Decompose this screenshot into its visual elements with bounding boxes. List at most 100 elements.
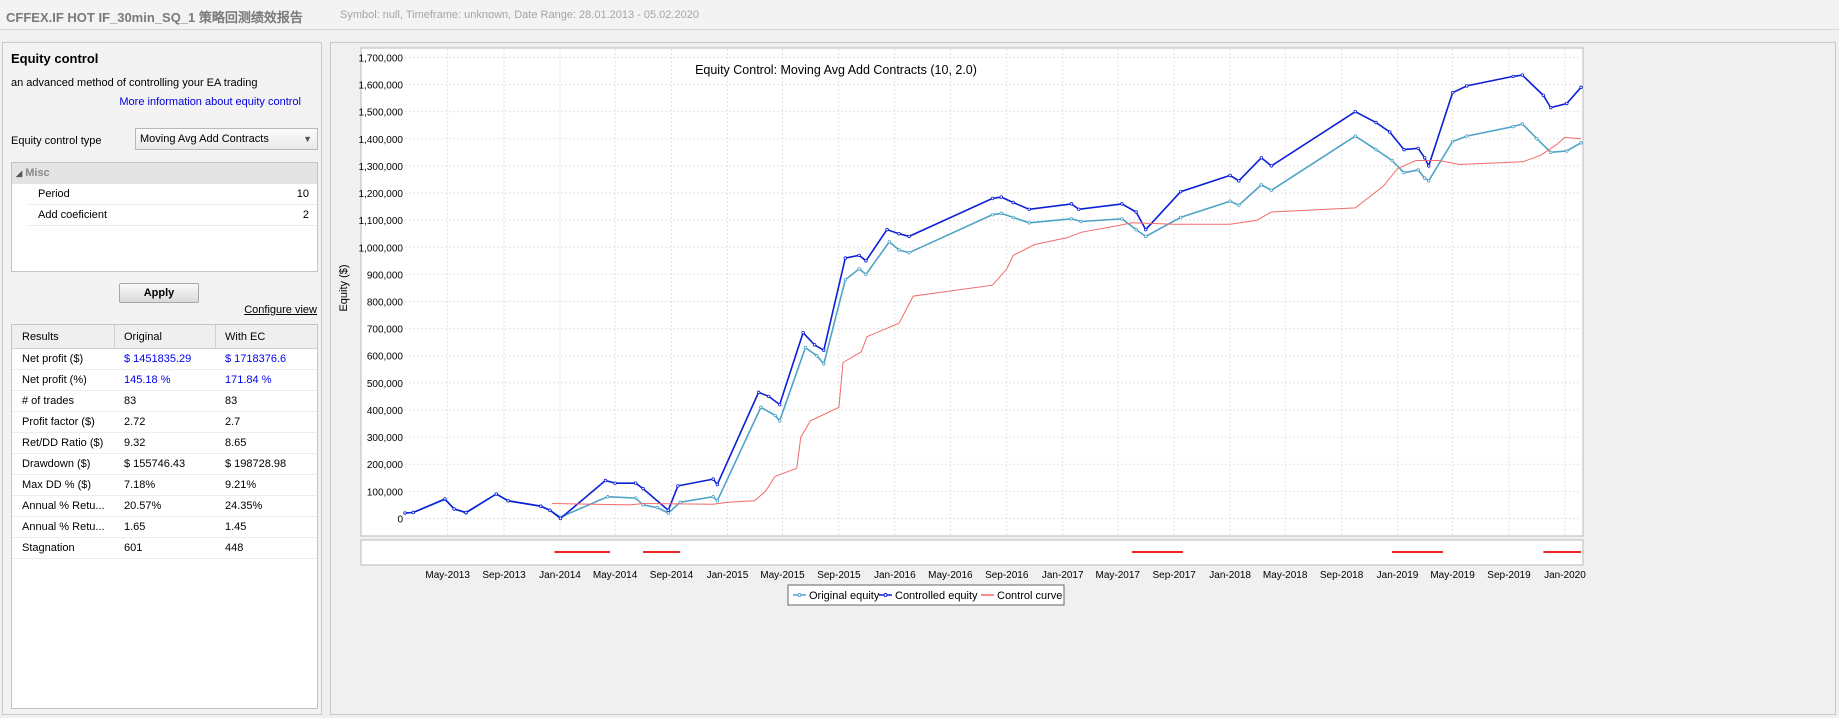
series-point — [634, 496, 638, 500]
misc-property-grid: ◢ Misc Period 10 Add coeficient 2 — [11, 162, 318, 272]
series-point — [1011, 215, 1015, 220]
result-with-ec-value: 8.65 — [225, 437, 247, 449]
series-point — [1144, 227, 1148, 232]
result-metric-label: Drawdown ($) — [22, 458, 91, 470]
result-with-ec-value: 24.35% — [225, 500, 263, 512]
legend-label: Controlled equity — [895, 590, 978, 602]
series-point — [803, 345, 808, 350]
legend-label: Control curve — [997, 590, 1062, 602]
y-tick-label: 300,000 — [367, 433, 404, 444]
legend-box — [787, 584, 1065, 606]
series-point — [1427, 164, 1431, 168]
period-label: Period — [38, 188, 70, 200]
x-tick-label: Jan-2016 — [874, 570, 916, 581]
series-point — [1565, 101, 1569, 106]
legend-marker — [883, 593, 888, 597]
window-title: CFFEX.IF HOT IF_30min_SQ_1 策略回测绩效报告 — [6, 10, 303, 25]
plot-area — [360, 47, 1584, 537]
result-with-ec-value: 83 — [225, 395, 238, 407]
column-divider[interactable] — [215, 325, 216, 349]
series-point — [1549, 105, 1553, 110]
series-point — [1535, 137, 1539, 141]
add-coefficient-row[interactable]: Add coeficient 2 — [28, 205, 317, 226]
series-point — [1237, 179, 1241, 183]
series-point — [1465, 84, 1469, 88]
column-divider[interactable] — [114, 325, 115, 349]
x-tick-label: Jan-2019 — [1377, 570, 1419, 581]
series-point — [655, 505, 659, 510]
period-value[interactable]: 10 — [296, 188, 309, 200]
y-tick-label: 100,000 — [367, 487, 404, 498]
x-tick-label: May-2018 — [1263, 570, 1308, 581]
series-point — [1069, 202, 1074, 206]
series-point — [773, 413, 777, 418]
result-original-value: 601 — [124, 542, 143, 554]
equity-control-panel: Equity control an advanced method of con… — [2, 42, 322, 715]
x-tick-label: Sep-2015 — [817, 570, 861, 581]
series-point — [990, 213, 995, 217]
series-point — [1450, 139, 1455, 144]
series-point — [1027, 207, 1031, 211]
result-with-ec-value: 9.21% — [225, 479, 257, 491]
apply-button[interactable]: Apply — [119, 283, 199, 303]
add-coefficient-value[interactable]: 2 — [302, 209, 309, 221]
y-tick-label: 1,300,000 — [359, 162, 404, 173]
results-header-with-ec[interactable]: With EC — [225, 331, 266, 343]
y-tick-label: 1,000,000 — [359, 243, 404, 254]
series-point — [815, 354, 819, 358]
more-info-link[interactable]: More information about equity control — [119, 96, 301, 108]
results-header-row: Results Original With EC — [12, 325, 317, 349]
series-point — [1269, 164, 1274, 168]
results-row: Annual % Retu... 1.65 1.45 — [12, 517, 317, 538]
series-point — [548, 508, 552, 513]
configure-view-link[interactable]: Configure view — [244, 304, 317, 316]
series-point — [494, 492, 498, 496]
series-point — [1079, 219, 1083, 224]
results-row: Profit factor ($) 2.72 2.7 — [12, 412, 317, 433]
series-point — [887, 240, 892, 244]
y-axis-ticks: 1,700,000 1,600,000 1,500,000 1,400,000 1,30… — [359, 53, 404, 525]
series-point — [1511, 74, 1515, 79]
series-point — [1134, 210, 1138, 214]
series-point — [756, 390, 761, 395]
series-point — [778, 402, 782, 407]
result-with-ec-value: 2.7 — [225, 416, 241, 428]
series-point — [767, 394, 771, 399]
result-metric-label: Profit factor ($) — [22, 416, 95, 428]
series-point — [641, 486, 645, 491]
results-header-results[interactable]: Results — [22, 331, 59, 343]
series-point — [411, 510, 415, 515]
series-point — [1228, 173, 1232, 178]
series-point — [1549, 150, 1553, 155]
series-point — [864, 259, 868, 263]
x-tick-label: May-2014 — [593, 570, 638, 581]
equity-control-type-label: Equity control type — [11, 135, 102, 147]
series-point — [1011, 200, 1015, 205]
series-point — [606, 495, 610, 499]
x-tick-label: Jan-2020 — [1544, 570, 1586, 581]
series-point — [822, 348, 826, 353]
result-metric-label: Ret/DD Ratio ($) — [22, 437, 104, 449]
series-point — [1134, 227, 1138, 232]
series-point — [759, 405, 763, 409]
result-with-ec-value: 171.84 % — [225, 374, 272, 386]
x-tick-label: Jan-2015 — [707, 570, 749, 581]
period-row[interactable]: Period 10 — [28, 184, 317, 205]
series-point — [907, 250, 911, 255]
equity-control-type-select[interactable]: Moving Avg Add Contracts ▼ — [135, 128, 318, 150]
series-point — [1353, 134, 1358, 138]
y-tick-label: 1,700,000 — [359, 53, 404, 64]
series-point — [843, 256, 848, 260]
series-point — [1069, 217, 1074, 221]
x-tick-label: Sep-2019 — [1487, 570, 1531, 581]
results-row: Ret/DD Ratio ($) 9.32 8.65 — [12, 433, 317, 454]
results-row: Max DD % ($) 7.18% 9.21% — [12, 475, 317, 496]
series-point — [506, 499, 510, 503]
results-header-original[interactable]: Original — [124, 331, 162, 343]
result-original-value: 1.65 — [124, 521, 146, 533]
misc-section-header[interactable]: ◢ Misc — [12, 163, 317, 184]
series-point — [864, 272, 868, 277]
chart-series — [403, 73, 1583, 521]
result-original-value: 20.57% — [124, 500, 162, 512]
x-tick-label: May-2019 — [1430, 570, 1475, 581]
